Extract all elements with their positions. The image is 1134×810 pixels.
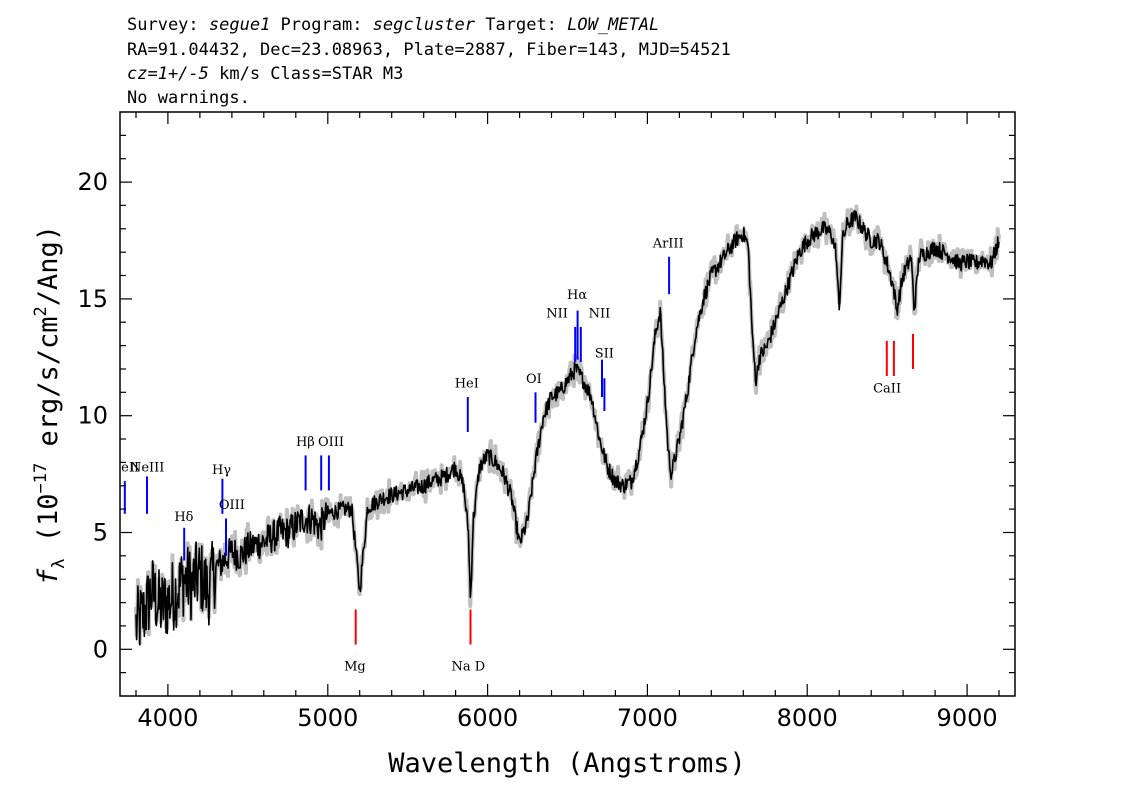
line-label-15: Na D (452, 659, 486, 674)
line-label-12: SII (595, 346, 614, 361)
y-tick-label-4: 20 (77, 168, 108, 196)
header-line-redshift: cz=1+/-5 km/s Class=STAR M3 (127, 64, 403, 84)
line-label-4: OIII (219, 498, 245, 513)
y-axis-title-part-6: /Ang) (33, 225, 64, 306)
line-label-10: Hα (567, 288, 587, 303)
x-tick-label-2: 6000 (457, 704, 518, 732)
plot-frame (119, 111, 1016, 697)
y-tick-label-3: 15 (77, 285, 108, 313)
header-line1-part-4: Target: (475, 15, 567, 35)
header-line1-part-2: Program: (270, 15, 372, 35)
line-label-3: Hγ (212, 463, 231, 478)
x-tick-label-0: 4000 (137, 704, 198, 732)
x-tick-label-5: 9000 (937, 704, 998, 732)
flux-error-band (134, 204, 1001, 645)
y-axis-title-part-5: 2 (31, 306, 51, 316)
y-axis-title-part-4: erg/s/cm (33, 316, 64, 462)
header-line3-part-1: km/s Class=STAR M3 (209, 64, 403, 84)
y-tick-label-2: 10 (77, 402, 108, 430)
y-axis-title-part-2: (10 (33, 494, 64, 559)
line-label-14: Mg (344, 659, 366, 674)
header-line1-part-1: segue1 (209, 15, 270, 35)
line-label-5: Hβ (296, 435, 315, 450)
line-label-2: Hδ (174, 510, 193, 525)
spectral-line-markers (123, 256, 914, 645)
line-label-11: NII (589, 307, 611, 322)
header-line-warnings: No warnings. (127, 88, 250, 108)
header-line3-part-0: cz=1+/-5 (127, 64, 209, 84)
y-axis-title: fλ (10−17 erg/s/cm2/Ang) (31, 225, 69, 585)
y-axis-title-part-3: −17 (31, 463, 51, 494)
y-axis-title-part-0: f (33, 568, 64, 585)
header-line1-part-5: LOW_METAL (567, 15, 659, 35)
x-axis-title: Wavelength (Angstroms) (388, 748, 746, 779)
header-line-coordinates: RA=91.04432, Dec=23.08963, Plate=2887, F… (127, 40, 731, 60)
header-line-survey: Survey: segue1 Program: segcluster Targe… (127, 15, 659, 35)
header-line1-part-0: Survey: (127, 15, 209, 35)
line-label-1: NeIII (130, 461, 164, 476)
line-label-13: ArIII (652, 237, 684, 252)
line-label-0: HeII (110, 461, 139, 476)
y-tick-label-1: 5 (93, 519, 108, 547)
line-label-9: NII (546, 307, 568, 322)
x-axis-ticks: 4000 5000 6000 7000 8000 9000 (135, 112, 1000, 732)
y-tick-label-0: 0 (93, 635, 108, 663)
flux-line (135, 210, 1000, 646)
line-label-6: OIII (318, 435, 344, 450)
y-axis-ticks: 0 5 10 15 20 (77, 134, 1015, 674)
chart-header: Survey: segue1 Program: segcluster Targe… (127, 15, 731, 108)
header-line1-part-3: segcluster (373, 15, 476, 35)
line-label-16: CaII (873, 381, 901, 396)
x-tick-label-1: 5000 (297, 704, 358, 732)
line-label-8: OI (526, 372, 542, 387)
y-axis-title-part-1: λ (49, 559, 69, 569)
x-tick-label-3: 7000 (617, 704, 678, 732)
line-label-7: HeI (455, 377, 479, 392)
x-tick-label-4: 8000 (777, 704, 838, 732)
